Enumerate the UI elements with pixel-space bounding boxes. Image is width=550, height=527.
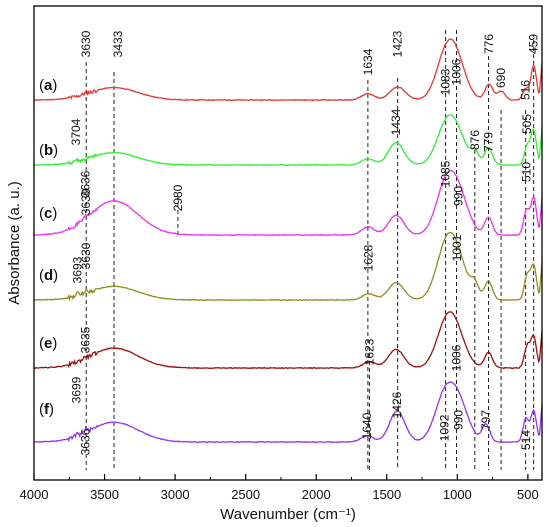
peak-label: 797 <box>479 410 493 430</box>
peak-label: 1634 <box>361 48 375 75</box>
peak-label: 1423 <box>391 30 405 57</box>
spectrum-line <box>33 169 543 237</box>
peak-label: 516 <box>519 80 533 100</box>
x-tick-label: 2500 <box>231 487 260 502</box>
peak-label: 1628 <box>362 244 376 271</box>
peak-label: 1640 <box>360 412 374 439</box>
peak-label: 510 <box>520 162 534 182</box>
peak-label: 2980 <box>171 184 185 211</box>
peak-label: 1001 <box>450 234 464 261</box>
peak-label: 990 <box>452 410 466 430</box>
peak-label: 1434 <box>389 108 403 135</box>
y-axis-title: Absorbance (a. u.) <box>6 181 23 304</box>
peak-label: 459 <box>527 34 541 54</box>
peak-label: 1083 <box>439 68 453 95</box>
peak-label: 876 <box>468 130 482 150</box>
x-tick-label: 1500 <box>372 487 401 502</box>
spectrum-line <box>33 311 543 370</box>
peak-label: 3635 <box>79 326 93 353</box>
x-tick-label: 4000 <box>20 487 49 502</box>
spectrum-line <box>33 114 543 167</box>
trace-label-d: (d) <box>39 267 58 284</box>
peak-label: 3630 <box>79 188 93 215</box>
spectrum-line <box>33 231 543 302</box>
peak-label: 3693 <box>70 256 84 283</box>
trace-label-a: (a) <box>39 77 57 94</box>
peak-label: 3630 <box>79 242 93 269</box>
spectra-traces <box>33 38 543 444</box>
peak-label: 1426 <box>390 391 404 418</box>
x-tick-label: 3500 <box>90 487 119 502</box>
peak-label: 1006 <box>450 344 464 371</box>
x-tick-label: 500 <box>517 487 539 502</box>
trace-label-b: (b) <box>39 142 58 159</box>
peak-label: 990 <box>452 186 466 206</box>
reference-lines <box>85 30 535 470</box>
x-axis-title: Wavenumber (cm⁻¹) <box>220 506 356 523</box>
peak-label: 3699 <box>70 376 84 403</box>
peak-annotations: 3630 343316341423108310067766905164593704… <box>69 30 541 455</box>
trace-label-c: (c) <box>39 205 57 222</box>
peak-label: 514 <box>519 430 533 450</box>
peak-label: 1623 <box>362 338 376 365</box>
peak-label: 1006 <box>450 58 464 85</box>
peak-label: 505 <box>520 114 534 134</box>
x-tick-label: 2000 <box>302 487 331 502</box>
peak-label: 3630 <box>79 30 93 57</box>
x-axis-ticks: 4000 3500 3000 2500 2000 1500 1000 500 <box>20 474 539 502</box>
peak-label: 690 <box>494 68 508 88</box>
x-tick-label: 1000 <box>443 487 472 502</box>
peak-label: 3636 <box>78 170 92 197</box>
peak-label: 776 <box>482 34 496 54</box>
spectrum-line <box>33 381 543 444</box>
x-tick-label: 3000 <box>161 487 190 502</box>
peak-label: 3704 <box>69 118 83 145</box>
peak-label: 3636 <box>78 428 92 455</box>
peak-label: 3433 <box>111 30 125 57</box>
trace-labels: (a) (b) (c) (d) (e) (f) <box>39 77 58 418</box>
trace-label-e: (e) <box>39 335 57 352</box>
spectrum-line <box>33 38 543 102</box>
peak-label: 779 <box>482 132 496 152</box>
peak-label: 1085 <box>438 160 452 187</box>
peak-label: 1092 <box>437 414 451 441</box>
trace-label-f: (f) <box>39 401 54 418</box>
plot-frame <box>33 5 543 481</box>
